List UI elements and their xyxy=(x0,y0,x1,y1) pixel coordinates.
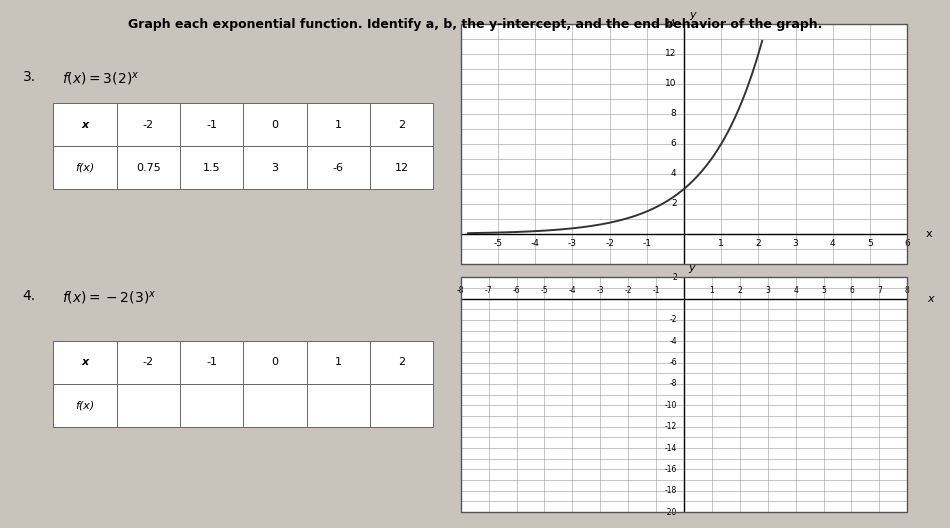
Bar xyxy=(180,341,243,384)
Text: -2: -2 xyxy=(670,315,677,324)
Bar xyxy=(307,103,370,146)
Bar xyxy=(307,341,370,384)
Text: -2: -2 xyxy=(142,357,154,367)
Text: -5: -5 xyxy=(493,239,503,248)
Text: -6: -6 xyxy=(332,163,344,173)
Text: 4: 4 xyxy=(793,286,798,295)
Text: -10: -10 xyxy=(665,401,677,410)
Text: 2: 2 xyxy=(671,200,676,209)
Text: -1: -1 xyxy=(653,286,660,295)
Text: -4: -4 xyxy=(568,286,577,295)
Text: 1: 1 xyxy=(334,357,342,367)
Text: 14: 14 xyxy=(665,19,676,29)
Text: x: x xyxy=(926,229,933,239)
Text: 2: 2 xyxy=(398,120,406,130)
Text: 1: 1 xyxy=(710,286,714,295)
Text: 1: 1 xyxy=(334,120,342,130)
Text: 2: 2 xyxy=(673,272,677,282)
Bar xyxy=(307,146,370,189)
Text: 4: 4 xyxy=(671,169,676,178)
Text: 0: 0 xyxy=(272,120,278,130)
Text: -2: -2 xyxy=(624,286,632,295)
Text: -4: -4 xyxy=(531,239,540,248)
Text: 5: 5 xyxy=(867,239,873,248)
Text: -6: -6 xyxy=(513,286,521,295)
Text: -6: -6 xyxy=(670,358,677,367)
Text: 12: 12 xyxy=(394,163,408,173)
Bar xyxy=(53,103,117,146)
Text: -18: -18 xyxy=(665,486,677,495)
Text: x: x xyxy=(927,294,934,304)
Text: 2: 2 xyxy=(755,239,761,248)
Text: Graph each exponential function. Identify a, b, the y-intercept, and the end beh: Graph each exponential function. Identif… xyxy=(128,18,822,32)
Text: -8: -8 xyxy=(457,286,465,295)
Bar xyxy=(370,384,433,427)
Text: 5: 5 xyxy=(821,286,826,295)
Text: 8: 8 xyxy=(671,109,676,118)
Text: -1: -1 xyxy=(206,120,218,130)
Bar xyxy=(53,146,117,189)
Text: -12: -12 xyxy=(665,422,677,431)
Bar xyxy=(243,103,307,146)
Text: y: y xyxy=(690,10,696,20)
Text: 3: 3 xyxy=(766,286,770,295)
Bar xyxy=(180,103,243,146)
Text: 0: 0 xyxy=(272,357,278,367)
Text: 1: 1 xyxy=(718,239,724,248)
Text: 2: 2 xyxy=(737,286,742,295)
Text: 4.: 4. xyxy=(23,289,36,303)
Text: -7: -7 xyxy=(484,286,492,295)
Bar xyxy=(117,146,180,189)
Text: -20: -20 xyxy=(665,507,677,517)
Text: f(x): f(x) xyxy=(75,400,94,410)
Text: -5: -5 xyxy=(541,286,548,295)
Bar xyxy=(243,341,307,384)
Bar xyxy=(53,341,117,384)
Bar xyxy=(117,103,180,146)
Text: x: x xyxy=(82,357,88,367)
Text: 10: 10 xyxy=(665,79,676,88)
Text: 2: 2 xyxy=(398,357,406,367)
Text: 6: 6 xyxy=(671,139,676,148)
Text: -16: -16 xyxy=(665,465,677,474)
Text: 12: 12 xyxy=(665,49,676,58)
Text: 8: 8 xyxy=(904,286,910,295)
Text: y: y xyxy=(688,262,694,272)
Text: 4: 4 xyxy=(830,239,836,248)
Text: $f(x) = 3(2)^x$: $f(x) = 3(2)^x$ xyxy=(62,70,140,87)
Bar xyxy=(370,341,433,384)
Text: 7: 7 xyxy=(877,286,882,295)
Text: x: x xyxy=(82,120,88,130)
Text: 6: 6 xyxy=(904,239,910,248)
Text: -3: -3 xyxy=(568,239,577,248)
Text: -3: -3 xyxy=(597,286,604,295)
Text: -14: -14 xyxy=(665,444,677,452)
Text: 3: 3 xyxy=(792,239,799,248)
Bar xyxy=(180,384,243,427)
Text: -8: -8 xyxy=(670,380,677,389)
Text: 3.: 3. xyxy=(23,70,36,84)
Text: -1: -1 xyxy=(642,239,652,248)
Bar xyxy=(117,341,180,384)
Bar xyxy=(243,384,307,427)
Text: f(x): f(x) xyxy=(75,163,94,173)
Text: 1.5: 1.5 xyxy=(202,163,220,173)
Text: $f(x) = -2(3)^x$: $f(x) = -2(3)^x$ xyxy=(62,289,157,306)
Bar xyxy=(307,384,370,427)
Bar xyxy=(243,146,307,189)
Bar xyxy=(370,103,433,146)
Bar xyxy=(180,146,243,189)
Text: -2: -2 xyxy=(142,120,154,130)
Text: -2: -2 xyxy=(605,239,614,248)
Bar xyxy=(117,384,180,427)
Bar xyxy=(370,146,433,189)
Text: 6: 6 xyxy=(849,286,854,295)
Text: -1: -1 xyxy=(206,357,218,367)
Text: 3: 3 xyxy=(272,163,278,173)
Bar xyxy=(53,384,117,427)
Text: 0.75: 0.75 xyxy=(136,163,161,173)
Text: -4: -4 xyxy=(670,337,677,346)
